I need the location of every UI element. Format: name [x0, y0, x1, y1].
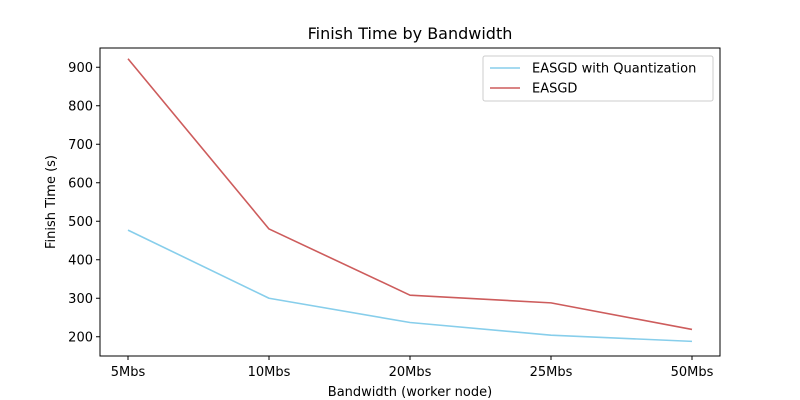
series-line-1 [127, 58, 693, 331]
legend: EASGD with Quantization EASGD [482, 55, 714, 102]
x-tick-label: 50Mbs [671, 365, 714, 380]
y-tick-label: 700 [68, 138, 93, 153]
legend-label: EASGD with Quantization [532, 62, 696, 77]
series-lines [127, 58, 693, 343]
y-axis: 200 300 400 500 600 700 800 900 [68, 61, 100, 345]
y-axis-label: Finish Time (s) [44, 155, 59, 249]
y-tick-label: 600 [68, 176, 93, 191]
y-tick-label: 400 [68, 253, 93, 268]
chart-title: Finish Time by Bandwidth [308, 24, 513, 43]
series-line-0 [127, 229, 693, 343]
x-tick-label: 20Mbs [389, 365, 432, 380]
x-axis: 5Mbs 10Mbs 20Mbs 25Mbs 50Mbs [111, 356, 714, 380]
x-tick-label: 5Mbs [111, 365, 146, 380]
y-tick-label: 200 [68, 330, 93, 345]
y-tick-label: 500 [68, 215, 93, 230]
x-tick-label: 10Mbs [248, 365, 291, 380]
x-tick-label: 25Mbs [530, 365, 573, 380]
y-tick-label: 900 [68, 61, 93, 76]
legend-box [482, 55, 714, 102]
legend-label: EASGD [532, 82, 577, 97]
x-axis-label: Bandwidth (worker node) [328, 385, 492, 400]
y-tick-label: 300 [68, 292, 93, 307]
y-tick-label: 800 [68, 99, 93, 114]
